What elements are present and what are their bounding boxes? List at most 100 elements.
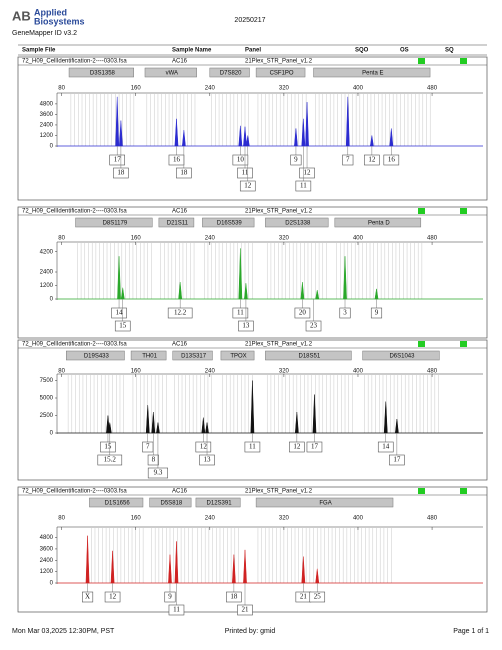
allele-box — [82, 591, 94, 603]
x-tick-label: 160 — [131, 369, 142, 375]
allele-box — [100, 441, 116, 453]
sample-file: 72_H09_CellIdentification-2----0303.fsa — [22, 489, 127, 495]
marker-name: D5S818 — [161, 501, 183, 507]
allele-label: 12 — [244, 182, 252, 190]
column-header: SQ — [445, 48, 454, 54]
sample-name: AC16 — [172, 59, 188, 65]
allele-box — [305, 320, 322, 332]
marker-box — [265, 217, 329, 228]
allele-box — [147, 467, 168, 479]
allele-box — [109, 154, 125, 166]
allele-label: 17 — [114, 156, 122, 164]
marker-name: vWA — [166, 71, 178, 77]
y-tick-label: 3600 — [40, 112, 54, 118]
x-tick-label: 320 — [279, 236, 290, 242]
x-tick-label: 240 — [205, 516, 216, 522]
marker-name: Penta D — [368, 221, 390, 227]
column-header: Sample File — [22, 48, 56, 54]
x-tick-label: 80 — [58, 516, 65, 522]
x-tick-label: 400 — [353, 86, 364, 92]
allele-label: 16 — [388, 156, 396, 164]
y-tick-label: 3600 — [40, 547, 54, 553]
y-tick-label: 1200 — [40, 133, 54, 139]
panel-name: 21Plex_STR_Panel_v1.2 — [245, 342, 313, 348]
marker-name: D6S1043 — [389, 354, 415, 360]
y-tick-label: 2400 — [40, 558, 54, 564]
allele-label: 15 — [119, 322, 127, 330]
allele-box — [142, 441, 154, 453]
y-tick-label: 0 — [50, 581, 54, 587]
allele-box — [309, 591, 326, 603]
marker-name: Penta E — [362, 71, 383, 77]
panel-frame — [17, 339, 488, 481]
allele-box — [232, 307, 249, 319]
allele-box — [377, 441, 394, 453]
logo-mark: AB — [12, 8, 31, 23]
x-tick-label: 480 — [427, 86, 438, 92]
allele-label: 17 — [393, 456, 401, 464]
allele-label: 12 — [368, 156, 376, 164]
marker-name: D16S539 — [217, 221, 243, 227]
x-tick-label: 480 — [427, 236, 438, 242]
allele-label: 12 — [304, 169, 312, 177]
marker-name: D7S820 — [220, 71, 242, 77]
allele-box — [199, 454, 215, 466]
allele-box — [290, 154, 302, 166]
marker-name: D1S1656 — [105, 501, 131, 507]
marker-name: D18S51 — [299, 354, 321, 360]
marker-box — [144, 67, 197, 78]
allele-box — [167, 307, 193, 319]
allele-label: 15 — [104, 443, 112, 451]
status-indicator — [418, 58, 425, 64]
marker-box — [265, 350, 352, 361]
sample-file: 72_H09_CellIdentification-2----0303.fsa — [22, 342, 127, 348]
x-tick-label: 80 — [58, 369, 65, 375]
x-tick-label: 160 — [131, 236, 142, 242]
footer-printed-by: Printed by: gmid — [225, 628, 276, 635]
allele-label: 3 — [343, 309, 347, 317]
marker-name: D13S317 — [181, 354, 207, 360]
allele-box — [299, 167, 315, 179]
marker-box — [220, 350, 255, 361]
allele-label: X — [85, 593, 90, 601]
y-tick-label: 2400 — [40, 270, 54, 276]
sample-file: 72_H09_CellIdentification-2----0303.fsa — [22, 59, 127, 65]
marker-box — [130, 350, 167, 361]
allele-label: 11 — [300, 182, 307, 190]
allele-box — [364, 154, 380, 166]
y-tick-label: 7500 — [40, 378, 54, 384]
allele-label: 11 — [242, 169, 249, 177]
y-tick-label: 5000 — [40, 396, 54, 402]
allele-label: 13 — [204, 456, 212, 464]
status-indicator — [460, 341, 467, 347]
software-version: GeneMapper ID v3.2 — [12, 30, 77, 37]
x-tick-label: 320 — [279, 86, 290, 92]
allele-label: 18 — [117, 169, 125, 177]
status-indicator — [418, 488, 425, 494]
allele-label: 9 — [294, 156, 298, 164]
marker-name: D21S11 — [167, 221, 189, 227]
x-tick-label: 240 — [205, 369, 216, 375]
x-tick-label: 400 — [353, 236, 364, 242]
allele-label: 12 — [109, 593, 117, 601]
allele-label: 10 — [237, 156, 245, 164]
allele-label: 9.3 — [154, 469, 163, 477]
marker-name: TH01 — [142, 354, 157, 360]
marker-box — [66, 350, 125, 361]
allele-box — [238, 320, 254, 332]
allele-label: 8 — [152, 456, 156, 464]
sample-name: AC16 — [172, 342, 188, 348]
x-tick-label: 240 — [205, 236, 216, 242]
allele-label: 9 — [168, 593, 172, 601]
logo-text: Applied — [34, 7, 67, 17]
allele-box — [295, 180, 312, 192]
marker-name: D19S433 — [84, 354, 110, 360]
y-tick-label: 1200 — [40, 569, 54, 575]
logo-text: Biosystems — [34, 16, 85, 26]
x-tick-label: 320 — [279, 516, 290, 522]
allele-box — [111, 307, 127, 319]
allele-label: 21 — [300, 593, 308, 601]
marker-box — [172, 350, 213, 361]
marker-box — [195, 497, 241, 508]
column-header: Panel — [245, 48, 261, 54]
